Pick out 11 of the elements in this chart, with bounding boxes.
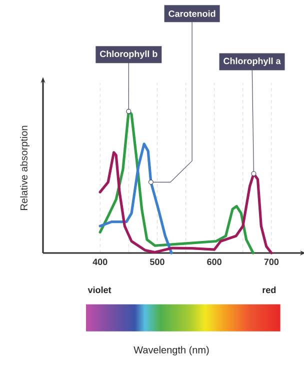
x-tick-label: 500 <box>150 258 164 266</box>
text: Carotenoid <box>168 10 216 17</box>
text: Chlorophyll a <box>224 58 281 66</box>
text: violet <box>88 286 112 294</box>
x-tick-label: 400 <box>92 258 108 266</box>
x-tick-label: 600 <box>207 258 222 266</box>
text: Wavelength (nm) <box>134 346 209 356</box>
y-axis-title: Relative absorption <box>20 126 30 210</box>
text: Chlorophyll b <box>100 50 158 59</box>
x-tick-label: 700 <box>264 258 279 266</box>
text: red <box>262 286 276 294</box>
